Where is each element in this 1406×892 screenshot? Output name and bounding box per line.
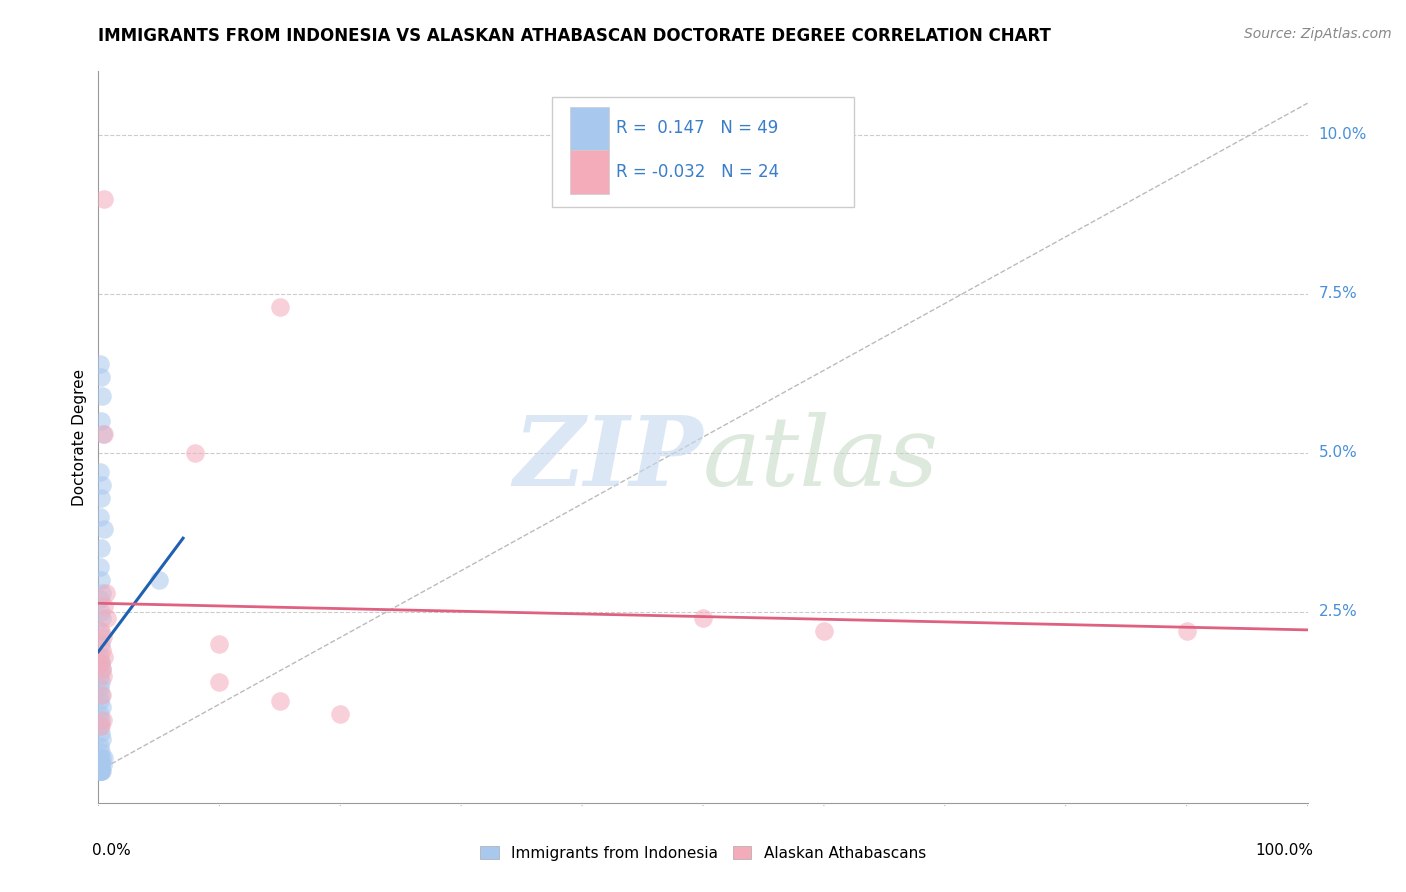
Point bbox=[208, 675, 231, 690]
Point bbox=[269, 300, 291, 314]
FancyBboxPatch shape bbox=[569, 107, 609, 151]
Point bbox=[91, 700, 114, 714]
Point bbox=[89, 592, 111, 607]
FancyBboxPatch shape bbox=[569, 151, 609, 194]
Point bbox=[93, 192, 115, 206]
Point bbox=[89, 764, 111, 778]
Point bbox=[91, 668, 114, 682]
Point bbox=[89, 465, 111, 479]
Point bbox=[91, 426, 114, 441]
Text: 2.5%: 2.5% bbox=[1319, 605, 1357, 619]
Point bbox=[89, 751, 111, 765]
Point bbox=[1175, 624, 1198, 638]
Point bbox=[90, 719, 112, 733]
Point bbox=[89, 649, 111, 664]
Point bbox=[90, 656, 112, 670]
Point bbox=[90, 764, 112, 778]
Point bbox=[329, 706, 352, 721]
Point bbox=[90, 369, 112, 384]
Point bbox=[692, 611, 714, 625]
Point bbox=[91, 662, 114, 676]
Point bbox=[96, 611, 118, 625]
Point bbox=[90, 745, 112, 759]
Point bbox=[90, 713, 112, 727]
Point bbox=[813, 624, 835, 638]
Point bbox=[89, 764, 111, 778]
Point bbox=[90, 541, 112, 556]
Point bbox=[148, 573, 170, 587]
Point bbox=[89, 560, 111, 574]
Point bbox=[89, 681, 111, 696]
Point bbox=[90, 624, 112, 638]
Point bbox=[91, 389, 114, 403]
Point bbox=[91, 732, 114, 747]
Point bbox=[89, 624, 111, 638]
Point bbox=[90, 675, 112, 690]
Point bbox=[89, 509, 111, 524]
Point bbox=[89, 719, 111, 733]
Point bbox=[90, 757, 112, 772]
Point bbox=[90, 764, 112, 778]
Point bbox=[89, 739, 111, 753]
Point bbox=[89, 764, 111, 778]
Point bbox=[269, 694, 291, 708]
Point bbox=[93, 751, 115, 765]
Text: 5.0%: 5.0% bbox=[1319, 445, 1357, 460]
Point bbox=[91, 611, 114, 625]
Point bbox=[93, 649, 115, 664]
Text: 100.0%: 100.0% bbox=[1256, 843, 1313, 858]
Point bbox=[89, 357, 111, 371]
Point bbox=[208, 637, 231, 651]
Point bbox=[184, 446, 207, 460]
Point bbox=[91, 757, 114, 772]
Point bbox=[89, 706, 111, 721]
Point bbox=[90, 573, 112, 587]
Point bbox=[89, 694, 111, 708]
Point bbox=[90, 414, 112, 428]
Y-axis label: Doctorate Degree: Doctorate Degree bbox=[72, 368, 87, 506]
Point bbox=[90, 757, 112, 772]
Point bbox=[90, 726, 112, 740]
Point bbox=[90, 688, 112, 702]
Point bbox=[90, 656, 112, 670]
Text: 10.0%: 10.0% bbox=[1319, 128, 1367, 143]
FancyBboxPatch shape bbox=[551, 97, 855, 207]
Point bbox=[89, 668, 111, 682]
Point bbox=[91, 713, 114, 727]
Point bbox=[91, 643, 114, 657]
Point bbox=[91, 586, 114, 600]
Text: R = -0.032   N = 24: R = -0.032 N = 24 bbox=[616, 162, 779, 180]
Point bbox=[90, 605, 112, 619]
Text: atlas: atlas bbox=[703, 412, 939, 506]
Point bbox=[91, 631, 114, 645]
Point bbox=[93, 522, 115, 536]
Point bbox=[91, 764, 114, 778]
Legend: Immigrants from Indonesia, Alaskan Athabascans: Immigrants from Indonesia, Alaskan Athab… bbox=[481, 846, 925, 861]
Point bbox=[91, 688, 114, 702]
Text: ZIP: ZIP bbox=[513, 412, 703, 506]
Point bbox=[91, 662, 114, 676]
Text: R =  0.147   N = 49: R = 0.147 N = 49 bbox=[616, 120, 778, 137]
Point bbox=[90, 491, 112, 505]
Text: Source: ZipAtlas.com: Source: ZipAtlas.com bbox=[1244, 27, 1392, 41]
Point bbox=[91, 751, 114, 765]
Point bbox=[91, 477, 114, 491]
Point bbox=[93, 426, 115, 441]
Text: IMMIGRANTS FROM INDONESIA VS ALASKAN ATHABASCAN DOCTORATE DEGREE CORRELATION CHA: IMMIGRANTS FROM INDONESIA VS ALASKAN ATH… bbox=[98, 27, 1052, 45]
Text: 7.5%: 7.5% bbox=[1319, 286, 1357, 301]
Point bbox=[94, 586, 117, 600]
Point bbox=[93, 599, 115, 613]
Point bbox=[89, 757, 111, 772]
Point bbox=[90, 637, 112, 651]
Text: 0.0%: 0.0% bbox=[93, 843, 131, 858]
